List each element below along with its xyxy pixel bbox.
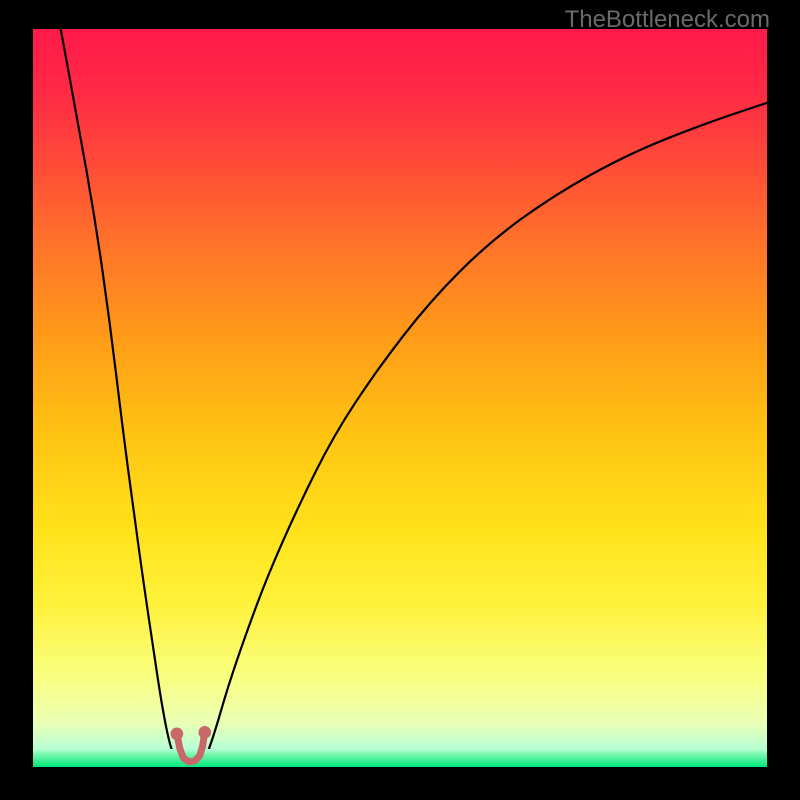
plot-area bbox=[33, 29, 767, 767]
watermark-text: TheBottleneck.com bbox=[565, 6, 770, 34]
chart-container: TheBottleneck.com bbox=[0, 0, 800, 800]
optimum-markers bbox=[33, 29, 767, 767]
